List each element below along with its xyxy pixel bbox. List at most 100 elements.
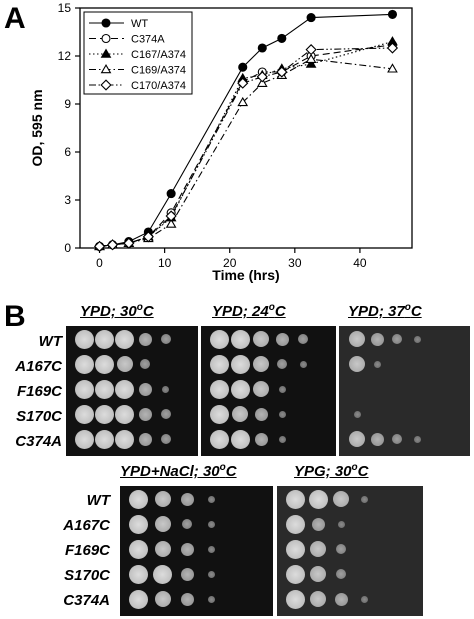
plate-ypd-37 bbox=[339, 326, 470, 456]
yeast-spot bbox=[275, 332, 289, 346]
yeast-spot bbox=[253, 356, 269, 372]
yeast-spot bbox=[230, 379, 250, 399]
yeast-spot bbox=[254, 407, 268, 421]
yeast-spot bbox=[153, 564, 173, 584]
y-axis-label: OD, 595 nm bbox=[29, 89, 45, 166]
x-tick-label: 20 bbox=[223, 256, 237, 270]
yeast-spot bbox=[160, 434, 171, 444]
y-tick-label: 12 bbox=[58, 49, 72, 63]
yeast-spot bbox=[209, 379, 229, 399]
yeast-spot bbox=[154, 491, 171, 507]
data-point-c169-a374 bbox=[237, 96, 249, 107]
y-tick-label: 3 bbox=[64, 193, 71, 207]
data-point-c170-a374 bbox=[142, 231, 154, 243]
yeast-spot bbox=[94, 404, 114, 424]
yeast-spot bbox=[180, 567, 194, 581]
yeast-spot bbox=[310, 591, 327, 607]
legend-label-c374a: C374A bbox=[131, 34, 165, 46]
yeast-spot bbox=[182, 519, 193, 529]
yeast-spot bbox=[154, 591, 171, 607]
yeast-spot bbox=[160, 334, 171, 344]
strain-label-a167c-bottom: A167C bbox=[63, 517, 110, 534]
legend-marker-c167-a374 bbox=[100, 48, 112, 58]
legend-marker-c374a bbox=[101, 33, 111, 44]
yeast-spot bbox=[336, 544, 347, 554]
yeast-spot bbox=[74, 354, 94, 374]
growth-curve-chart: 0 10 20 30 40 0 3 6 9 12 15 Time (hrs) OD, 595 nm WT C… bbox=[29, 1, 413, 283]
data-point-c169-a374 bbox=[305, 53, 317, 63]
y-tick-label: 0 bbox=[64, 241, 71, 255]
yeast-spot bbox=[209, 404, 229, 424]
data-point-c169-a374 bbox=[256, 77, 268, 87]
yeast-spot bbox=[208, 595, 216, 603]
legend-marker-c169-a374 bbox=[100, 64, 112, 74]
strain-label-wt-top: WT bbox=[38, 333, 62, 350]
legend-label-c169-a374: C169/A374 bbox=[131, 65, 186, 77]
data-point-c167-a374 bbox=[305, 58, 317, 68]
strain-label-c374a-top: C374A bbox=[15, 433, 62, 450]
x-tick-label: 10 bbox=[158, 256, 172, 270]
panel-a-label: A bbox=[4, 2, 26, 35]
yeast-spot bbox=[336, 569, 347, 579]
yeast-spot bbox=[115, 329, 135, 349]
yeast-spot bbox=[94, 354, 114, 374]
data-point-c170-a374 bbox=[305, 44, 317, 56]
yeast-spot bbox=[277, 359, 287, 369]
series-line-c170-a374 bbox=[99, 47, 393, 247]
yeast-spot bbox=[208, 520, 216, 528]
plate-title-ypd-nacl-30: YPD+NaCl; 30oC bbox=[120, 462, 237, 480]
data-point-wt bbox=[257, 43, 267, 53]
yeast-spot bbox=[253, 381, 269, 397]
yeast-spot bbox=[209, 354, 229, 374]
strain-label-f169c-bottom: F169C bbox=[64, 542, 110, 559]
yeast-spot bbox=[138, 332, 152, 346]
plate-title-ypg-30: YPG; 30oC bbox=[294, 462, 369, 480]
yeast-spot bbox=[74, 429, 94, 449]
y-tick-label: 9 bbox=[64, 97, 71, 111]
plate-title-ypd-37: YPD; 37oC bbox=[348, 302, 422, 320]
yeast-spot bbox=[154, 541, 171, 557]
data-point-wt bbox=[238, 62, 248, 72]
yeast-spot bbox=[94, 329, 114, 349]
yeast-spot bbox=[138, 382, 152, 396]
yeast-spot bbox=[333, 491, 350, 507]
yeast-spot bbox=[361, 495, 369, 503]
yeast-spot bbox=[180, 492, 194, 506]
yeast-spot bbox=[370, 432, 384, 446]
yeast-spot bbox=[278, 435, 286, 443]
yeast-spot bbox=[180, 542, 194, 556]
yeast-spot bbox=[162, 385, 170, 393]
yeast-spot bbox=[349, 356, 365, 372]
yeast-spot bbox=[278, 410, 286, 418]
data-point-c170-a374 bbox=[93, 240, 106, 252]
yeast-spot bbox=[74, 379, 94, 399]
yeast-spot bbox=[208, 495, 216, 503]
yeast-spot bbox=[160, 409, 171, 419]
yeast-spot bbox=[253, 331, 269, 347]
yeast-spot bbox=[337, 520, 345, 528]
yeast-spot bbox=[232, 406, 248, 422]
x-axis-label: Time (hrs) bbox=[212, 267, 279, 283]
legend-box bbox=[83, 11, 193, 95]
yeast-spot bbox=[285, 514, 305, 534]
yeast-spot bbox=[138, 407, 152, 421]
plate-title-ypd-30: YPD; 30oC bbox=[80, 302, 154, 320]
data-point-c169-a374 bbox=[165, 218, 177, 228]
yeast-spot bbox=[208, 570, 216, 578]
yeast-spot bbox=[285, 564, 305, 584]
yeast-spot bbox=[230, 354, 250, 374]
strain-label-wt-bottom: WT bbox=[86, 492, 110, 509]
strain-label-f169c-top: F169C bbox=[16, 383, 62, 400]
yeast-spot bbox=[128, 589, 148, 609]
data-point-wt bbox=[166, 189, 176, 199]
yeast-spot bbox=[208, 545, 216, 553]
yeast-spot bbox=[278, 385, 286, 393]
yeast-spot bbox=[285, 589, 305, 609]
yeast-spot bbox=[334, 592, 348, 606]
yeast-spot bbox=[298, 334, 308, 344]
series-line-c374a bbox=[99, 44, 393, 247]
yeast-spot bbox=[370, 332, 384, 346]
yeast-spot bbox=[116, 356, 133, 372]
legend-marker-wt bbox=[101, 18, 111, 28]
yeast-spot bbox=[128, 564, 148, 584]
